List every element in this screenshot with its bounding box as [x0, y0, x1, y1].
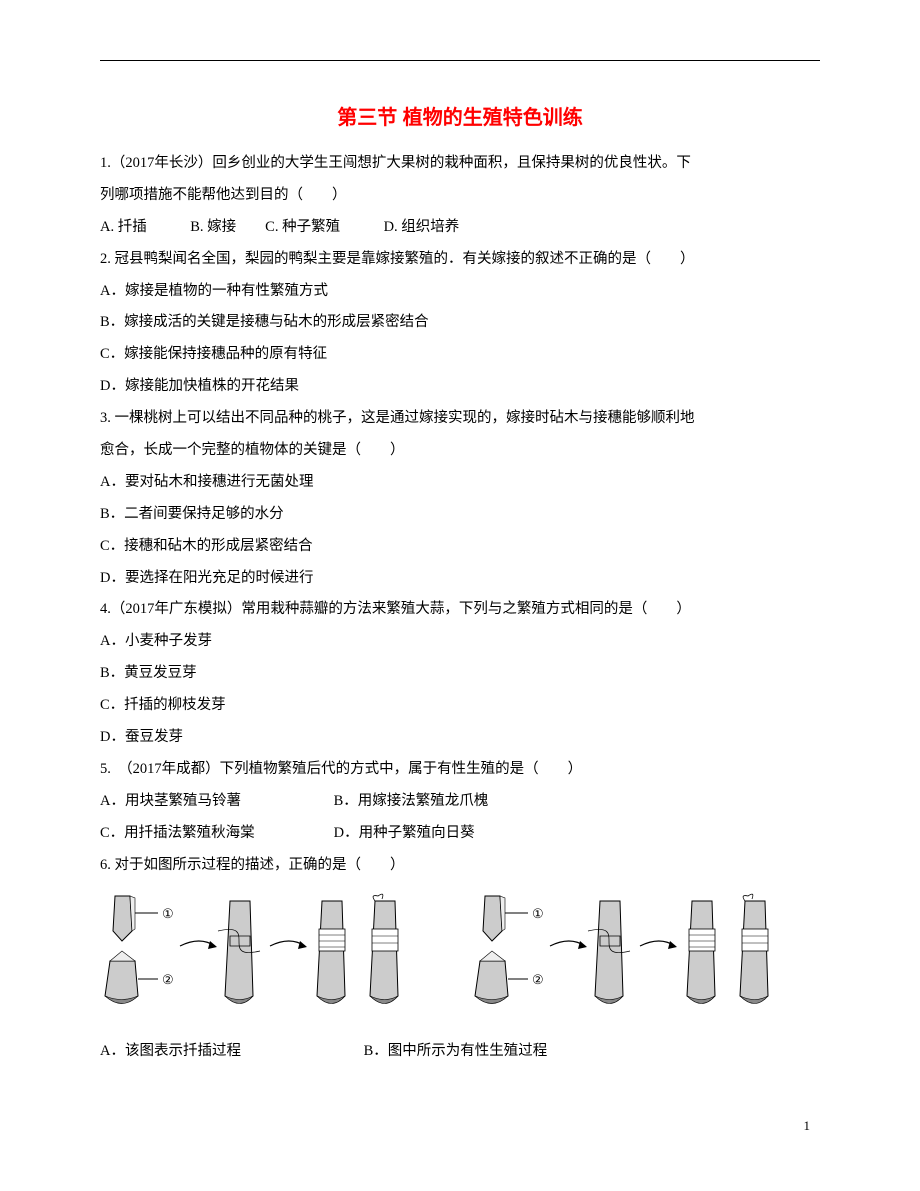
q5-opt-b: B．用嫁接法繁殖龙爪槐: [334, 786, 489, 818]
q3-stem-line1: 3. 一棵桃树上可以结出不同品种的桃子，这是通过嫁接实现的，嫁接时砧木与接穗能够…: [100, 403, 820, 435]
q1-stem-line1: 1.（2017年长沙）回乡创业的大学生王闯想扩大果树的栽种面积，且保持果树的优良…: [100, 148, 820, 180]
scion-piece: ①: [113, 896, 174, 941]
label-1: ①: [532, 906, 544, 921]
label-2: ②: [532, 972, 544, 987]
grafting-figure-row: ① ②: [100, 891, 820, 1011]
joined-stage: [588, 901, 630, 1004]
q5-row1: A．用块茎繁殖马铃薯 B．用嫁接法繁殖龙爪槐: [100, 786, 820, 818]
final-stage: [370, 895, 398, 1004]
rootstock-piece: ②: [105, 951, 174, 1004]
label-1: ①: [162, 906, 174, 921]
wrapped-stage: [687, 901, 715, 1004]
q5-row2: C．用扦插法繁殖秋海棠 D．用种子繁殖向日葵: [100, 818, 820, 850]
q2-opt-a: A．嫁接是植物的一种有性繁殖方式: [100, 276, 820, 308]
q3-opt-b: B．二者间要保持足够的水分: [100, 499, 820, 531]
q4-opt-d: D．蚕豆发芽: [100, 722, 820, 754]
grafting-figure-right: ① ②: [470, 891, 780, 1011]
q2-opt-d: D．嫁接能加快植株的开花结果: [100, 371, 820, 403]
q5-opt-a: A．用块茎繁殖马铃薯: [100, 786, 330, 818]
scion-piece: ①: [483, 896, 544, 941]
q4-opt-a: A．小麦种子发芽: [100, 626, 820, 658]
q3-opt-c: C．接穗和砧木的形成层紧密结合: [100, 531, 820, 563]
arrow-icon-head: [578, 941, 587, 949]
q6-opt-a: A．该图表示扦插过程: [100, 1036, 360, 1068]
q2-stem: 2. 冠县鸭梨闻名全国，梨园的鸭梨主要是靠嫁接繁殖的．有关嫁接的叙述不正确的是（…: [100, 244, 820, 276]
q2-opt-c: C．嫁接能保持接穗品种的原有特征: [100, 339, 820, 371]
rootstock-piece: ②: [475, 951, 544, 1004]
q3-stem-line2: 愈合，长成一个完整的植物体的关键是（ ）: [100, 435, 820, 467]
q2-opt-b: B．嫁接成活的关键是接穗与砧木的形成层紧密结合: [100, 307, 820, 339]
q6-row1: A．该图表示扦插过程 B．图中所示为有性生殖过程: [100, 1036, 820, 1068]
q1-stem-line2: 列哪项措施不能帮他达到目的（ ）: [100, 180, 820, 212]
arrow-icon-head: [208, 941, 217, 949]
q5-stem: 5. （2017年成都）下列植物繁殖后代的方式中，属于有性生殖的是（ ）: [100, 754, 820, 786]
q3-opt-a: A．要对砧木和接穗进行无菌处理: [100, 467, 820, 499]
page-number: 1: [100, 1118, 820, 1134]
q5-opt-d: D．用种子繁殖向日葵: [334, 818, 475, 850]
q3-opt-d: D．要选择在阳光充足的时候进行: [100, 563, 820, 595]
arrow-icon-head: [668, 941, 677, 949]
final-stage: [740, 895, 768, 1004]
q1-options: A. 扦插 B. 嫁接 C. 种子繁殖 D. 组织培养: [100, 212, 820, 244]
q4-opt-c: C．扦插的柳枝发芽: [100, 690, 820, 722]
grafting-figure-left: ① ②: [100, 891, 410, 1011]
label-2: ②: [162, 972, 174, 987]
q6-stem: 6. 对于如图所示过程的描述，正确的是（ ）: [100, 850, 820, 882]
q4-stem: 4.（2017年广东模拟）常用栽种蒜瓣的方法来繁殖大蒜，下列与之繁殖方式相同的是…: [100, 594, 820, 626]
wrapped-stage: [317, 901, 345, 1004]
arrow-icon-head: [298, 941, 307, 949]
section-title: 第三节 植物的生殖特色训练: [100, 101, 820, 130]
q5-opt-c: C．用扦插法繁殖秋海棠: [100, 818, 330, 850]
joined-stage: [218, 901, 260, 1004]
top-rule: [100, 60, 820, 61]
q6-opt-b: B．图中所示为有性生殖过程: [364, 1036, 548, 1068]
q4-opt-b: B．黄豆发豆芽: [100, 658, 820, 690]
